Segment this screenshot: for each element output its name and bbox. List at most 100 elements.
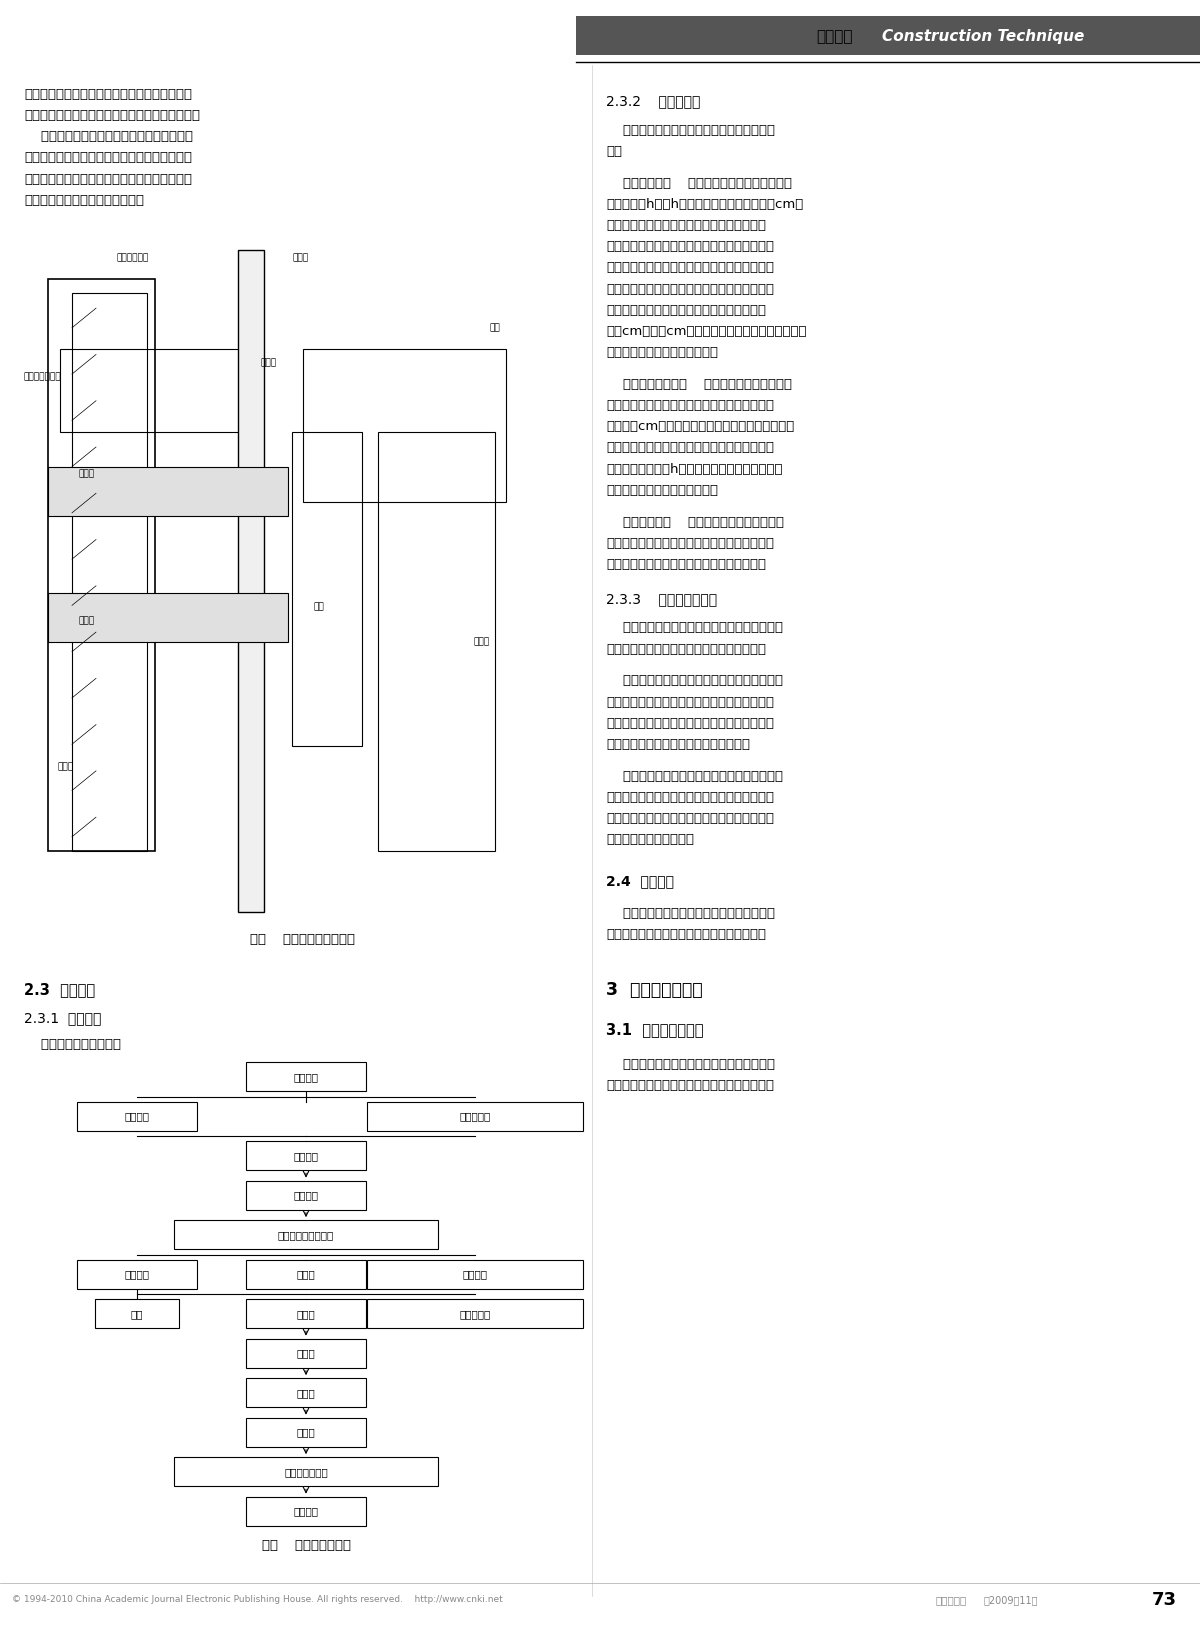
Text: ３）液压滑模施工的重点是施工方案的选择、: ３）液压滑模施工的重点是施工方案的选择、 <box>606 771 784 782</box>
Text: 绑模板内筋: 绑模板内筋 <box>460 1111 491 1121</box>
Text: 浇墙体砼: 浇墙体砼 <box>462 1269 487 1279</box>
Text: 度；若砼与模板粘接，滑升困难，砼产生水平裂: 度；若砼与模板粘接，滑升困难，砼产生水平裂 <box>606 241 774 252</box>
Text: 砼，模板滑升１层。正常滑升时，每次滑升的间: 砼，模板滑升１层。正常滑升时，每次滑升的间 <box>606 441 774 454</box>
Bar <box>238 249 264 912</box>
Text: 顶的同步情况，尽量减少升差。: 顶的同步情况，尽量减少升差。 <box>606 484 718 497</box>
Text: １５cm～２０cm，对模板整个系统进行全面的检查: １５cm～２０cm，对模板整个系统进行全面的检查 <box>606 326 806 337</box>
Bar <box>246 1140 366 1170</box>
Text: 73: 73 <box>1152 1590 1176 1609</box>
Bar <box>246 1497 366 1526</box>
Text: 2.4  适用范围: 2.4 适用范围 <box>606 875 674 888</box>
Text: 2.3.2    滑模的滑升: 2.3.2 滑模的滑升 <box>606 94 701 109</box>
Bar <box>246 1417 366 1447</box>
Text: 浇板砼: 浇板砼 <box>296 1427 316 1437</box>
Text: 外吊架: 外吊架 <box>474 637 490 647</box>
Bar <box>246 1339 366 1368</box>
Text: 交替顶升来实现。导轨和爬模架互不关联，可进: 交替顶升来实现。导轨和爬模架互不关联，可进 <box>606 1080 774 1091</box>
Bar <box>246 1378 366 1407</box>
Text: ２）滑模正常滑升    正常滑升时，模板的提升: ２）滑模正常滑升 正常滑升时，模板的提升 <box>606 378 792 391</box>
Bar <box>378 432 496 850</box>
Text: 初升后大检查和调整: 初升后大检查和调整 <box>278 1230 334 1240</box>
Text: 垂直度的控制及纠偏、水平楼板交叉处的处理以: 垂直度的控制及纠偏、水平楼板交叉处的处理以 <box>606 813 774 824</box>
Bar <box>246 1062 366 1091</box>
Text: １）滑模初升    准备初升时应先进行试升，在: １）滑模初升 准备初升时应先进行试升，在 <box>606 178 792 189</box>
Bar <box>48 279 155 850</box>
Text: ，2009（11）: ，2009（11） <box>984 1595 1038 1605</box>
Bar <box>77 1259 197 1289</box>
Text: 建筑机械化: 建筑机械化 <box>936 1595 967 1605</box>
Text: 纹，但不粘手，指甲划过有痕，且滑升时能听到: 纹，但不粘手，指甲划过有痕，且滑升时能听到 <box>606 283 774 295</box>
Text: 建筑物结构类型及平面布置而改变，具有一定的: 建筑物结构类型及平面布置而改变，具有一定的 <box>606 696 774 709</box>
Text: 支模板: 支模板 <box>296 1349 316 1359</box>
Text: 人员的组织培训、滑模装置组装与拆除、水平及: 人员的组织培训、滑模装置组装与拆除、水平及 <box>606 792 774 803</box>
Bar <box>576 16 1200 55</box>
Text: 斤顶、支承杆、提升架、上下围圈、模板、外吊: 斤顶、支承杆、提升架、上下围圈、模板、外吊 <box>24 151 192 165</box>
Bar <box>302 349 506 502</box>
Text: 后，尚应继续滑升，直至模板与砼脱离为止。: 后，尚应继续滑升，直至模板与砼脱离为止。 <box>606 559 766 570</box>
Text: 段。: 段。 <box>606 145 622 158</box>
Bar <box>246 1181 366 1210</box>
Text: 3  爬模法施工技术: 3 爬模法施工技术 <box>606 982 703 1000</box>
Text: 液压控制台、油路和支承杆组成的液压提升系统。: 液压控制台、油路和支承杆组成的液压提升系统。 <box>24 109 200 122</box>
Text: 滑模滑升分为初升、正常滑升和末升３个阶: 滑模滑升分为初升、正常滑升和末升３个阶 <box>606 124 775 137</box>
Bar <box>367 1259 583 1289</box>
Bar <box>77 1101 197 1131</box>
Text: ＂沙沙＂声，说明可以初升。此时将模板升高: ＂沙沙＂声，说明可以初升。此时将模板升高 <box>606 305 766 316</box>
Text: 上一层墙体滑模: 上一层墙体滑模 <box>284 1466 328 1478</box>
Text: Construction Technique: Construction Technique <box>882 29 1085 44</box>
Text: 空提: 空提 <box>131 1308 143 1319</box>
Bar <box>293 432 361 746</box>
Bar <box>72 293 146 850</box>
Text: 施工进度快、能保证施工安全与工程质量等。: 施工进度快、能保证施工安全与工程质量等。 <box>606 643 766 655</box>
Bar <box>174 1458 438 1487</box>
Text: 2.3.3    滑模施工的特点: 2.3.3 滑模施工的特点 <box>606 593 718 606</box>
Text: 阴角提升架立柱: 阴角提升架立柱 <box>24 371 61 381</box>
Text: 绑钢筋: 绑钢筋 <box>296 1269 316 1279</box>
Text: 正常滑升: 正常滑升 <box>125 1269 150 1279</box>
Bar <box>367 1300 583 1329</box>
Text: 缝，说明滑升迟了；试升滑出的砼用手按时有指: 缝，说明滑升迟了；试升滑出的砼用手按时有指 <box>606 262 774 274</box>
Bar <box>246 1259 366 1289</box>
Text: 图２    滑模施工顺序图: 图２ 滑模施工顺序图 <box>262 1539 350 1552</box>
Text: ３）滑模末升    末升是配合砼末次浇筑进行: ３）滑模末升 末升是配合砼末次浇筑进行 <box>606 516 784 528</box>
Bar <box>95 1300 179 1329</box>
Text: 高层、超高层建筑钢筋砼筒壁结构和剪力墙: 高层、超高层建筑钢筋砼筒壁结构和剪力墙 <box>606 907 775 919</box>
Text: 绑钢筋: 绑钢筋 <box>296 1388 316 1398</box>
Text: 上围圈: 上围圈 <box>79 469 95 479</box>
Bar <box>60 349 263 432</box>
Text: 提升架连系梁: 提升架连系梁 <box>116 254 149 262</box>
Text: 专一性，因此采用滑模施工时，必须根据滑模施: 专一性，因此采用滑模施工时，必须根据滑模施 <box>606 717 774 730</box>
Text: 组装滑模: 组装滑模 <box>125 1111 150 1121</box>
Text: 爬模的爬升运动通过液压油缸对导轨和爬架: 爬模的爬升运动通过液压油缸对导轨和爬架 <box>606 1059 775 1070</box>
Text: １）施工连续性和机械化程度高、构造简单、: １）施工连续性和机械化程度高、构造简单、 <box>606 622 784 634</box>
Text: 施工工序如图２所示。: 施工工序如图２所示。 <box>24 1038 121 1051</box>
Text: 隔时间不宜超过１h。在滑升过程中，要注意千斤: 隔时间不宜超过１h。在滑升过程中，要注意千斤 <box>606 463 782 476</box>
Bar <box>48 593 288 642</box>
Text: 调整，然后转入正常滑升阶段。: 调整，然后转入正常滑升阶段。 <box>606 347 718 358</box>
Text: 滑模装置结构如图１所示，主要部件包括千: 滑模装置结构如图１所示，主要部件包括千 <box>24 130 193 143</box>
Text: 浇初升砼: 浇初升砼 <box>294 1191 318 1201</box>
Text: 插支撑杆: 插支撑杆 <box>294 1150 318 1161</box>
Text: 的，其滑升速度比正常滑升稍慢。砼末次浇筑完: 的，其滑升速度比正常滑升稍慢。砼末次浇筑完 <box>606 538 774 549</box>
Text: 3.1  爬模法施工原理: 3.1 爬模法施工原理 <box>606 1023 703 1038</box>
Text: 栏杆: 栏杆 <box>490 323 500 332</box>
Text: 上辅助平台和内外吊脚手架组成的平台系统，由: 上辅助平台和内外吊脚手架组成的平台系统，由 <box>24 88 192 101</box>
Bar <box>367 1101 583 1131</box>
Text: 图１    滑模装置结构示意图: 图１ 滑模装置结构示意图 <box>251 933 355 946</box>
Text: 拆除模板: 拆除模板 <box>294 1507 318 1517</box>
Text: 工的特点选用模板结构类型和平面布置。: 工的特点选用模板结构类型和平面布置。 <box>606 738 750 751</box>
Text: 支承杆: 支承杆 <box>293 254 308 262</box>
Text: 2.3  滑模施工: 2.3 滑模施工 <box>24 982 95 997</box>
Text: 绑墙筋: 绑墙筋 <box>296 1308 316 1319</box>
Bar <box>48 468 288 516</box>
Text: 2.3.1  施工工序: 2.3.1 施工工序 <box>24 1012 101 1026</box>
Text: 口约１０cm时，便可按正常速度滑升，即浇筑１层: 口约１０cm时，便可按正常速度滑升，即浇筑１层 <box>606 420 794 433</box>
Text: ２）除一般的通用构件外，其他装置均应随着: ２）除一般的通用构件外，其他装置均应随着 <box>606 674 784 687</box>
Text: 架、内吊架、栏杆及桁架、搁栅、铺板、挑三角: 架、内吊架、栏杆及桁架、搁栅、铺板、挑三角 <box>24 173 192 186</box>
Text: 施工技术: 施工技术 <box>816 29 852 44</box>
Text: 砼浇筑后３h～４h将所有千斤顶同时试升约５cm，: 砼浇筑后３h～４h将所有千斤顶同时试升约５cm， <box>606 199 803 210</box>
Text: 结构以及其他如烟囱、水塔、桥墩、水坝等。: 结构以及其他如烟囱、水塔、桥墩、水坝等。 <box>606 929 766 940</box>
Text: 及安全质量的技术控制。: 及安全质量的技术控制。 <box>606 834 694 845</box>
Bar <box>246 1300 366 1329</box>
Text: © 1994-2010 China Academic Journal Electronic Publishing House. All rights reser: © 1994-2010 China Academic Journal Elect… <box>12 1595 503 1605</box>
